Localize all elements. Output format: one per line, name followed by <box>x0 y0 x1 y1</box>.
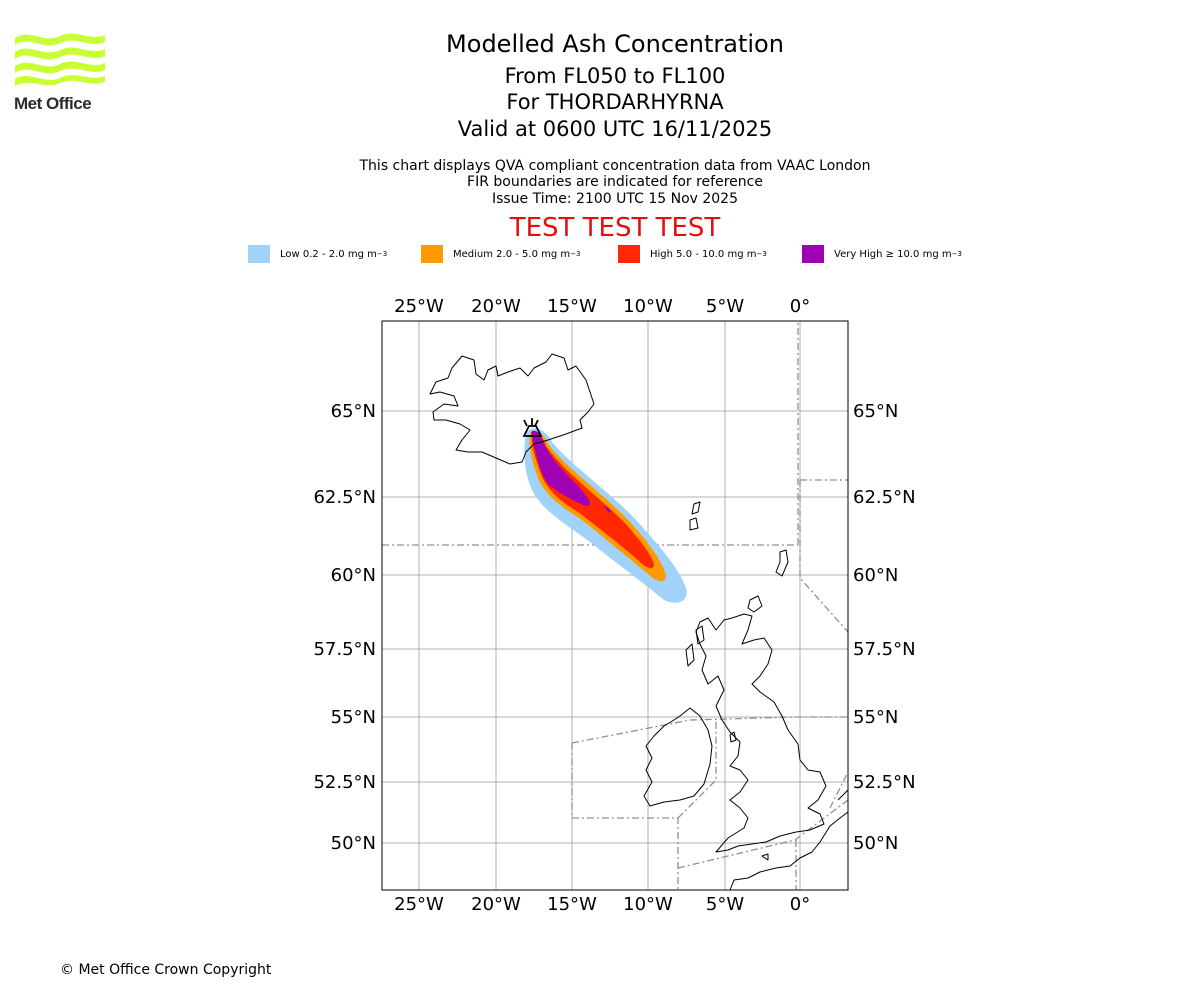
met-office-logo-text: Met Office <box>14 94 92 113</box>
map-frame <box>381 320 849 891</box>
chart-title: Modelled Ash Concentration <box>446 30 784 58</box>
latitude-ticks-left: 65°N 62.5°N 60°N 57.5°N 55°N 52.5°N 50°N <box>313 401 376 854</box>
legend-unit-medium: −3 <box>570 250 581 258</box>
lat-tick-right: 62.5°N <box>853 487 916 508</box>
issue-time: Issue Time: 2100 UTC 15 Nov 2025 <box>491 191 739 207</box>
lat-tick-left: 50°N <box>331 833 376 854</box>
lat-tick-right: 60°N <box>853 565 898 586</box>
legend-item-medium: Medium 2.0 - 5.0 mg m −3 <box>421 244 580 264</box>
lon-tick-bottom: 5°W <box>706 894 744 915</box>
lon-tick-bottom: 10°W <box>623 894 673 915</box>
legend-swatch-very-high <box>802 245 824 263</box>
lat-tick-right: 57.5°N <box>853 639 916 660</box>
lon-tick-top: 20°W <box>471 296 521 317</box>
ash-plume <box>524 428 687 603</box>
map-gridlines <box>382 321 848 890</box>
legend-label-high: High 5.0 - 10.0 mg m <box>650 248 757 260</box>
lat-tick-right: 50°N <box>853 833 898 854</box>
legend-unit-very-high: −3 <box>951 250 962 258</box>
volcano-marker-icon <box>522 418 543 437</box>
lat-tick-right: 55°N <box>853 707 898 728</box>
lat-tick-left: 52.5°N <box>313 772 376 793</box>
ash-plume-very-high <box>531 430 591 506</box>
lat-tick-left: 55°N <box>331 707 376 728</box>
legend-swatch-high <box>618 245 640 263</box>
legend-item-very-high: Very High ≥ 10.0 mg m −3 <box>802 244 962 264</box>
legend-label-medium: Medium 2.0 - 5.0 mg m <box>453 248 571 260</box>
info-line-fir: FIR boundaries are indicated for referen… <box>467 174 763 190</box>
legend-item-high: High 5.0 - 10.0 mg m −3 <box>618 244 767 264</box>
fir-boundaries <box>382 321 848 890</box>
lon-tick-top: 0° <box>790 296 810 317</box>
lon-tick-top: 5°W <box>706 296 744 317</box>
lat-tick-left: 65°N <box>331 401 376 422</box>
legend-unit-high: −3 <box>756 250 767 258</box>
iceland-coastline <box>429 353 595 465</box>
lat-tick-left: 60°N <box>331 565 376 586</box>
lon-tick-top: 15°W <box>547 296 597 317</box>
lat-tick-right: 65°N <box>853 401 898 422</box>
legend-label-low: Low 0.2 - 2.0 mg m <box>280 248 377 260</box>
legend-swatch-low <box>248 245 270 263</box>
lon-tick-bottom: 15°W <box>547 894 597 915</box>
longitude-ticks-top: 25°W 20°W 15°W 10°W 5°W 0° <box>394 296 810 317</box>
lon-tick-top: 25°W <box>394 296 444 317</box>
ash-plume-high <box>531 434 654 569</box>
great-britain-coastline <box>695 613 827 853</box>
lon-tick-bottom: 20°W <box>471 894 521 915</box>
legend-swatch-medium <box>421 245 443 263</box>
valid-time: Valid at 0600 UTC 16/11/2025 <box>457 117 773 141</box>
flight-level-range: From FL050 to FL100 <box>504 64 726 88</box>
copyright-notice: © Met Office Crown Copyright <box>60 962 272 978</box>
lon-tick-top: 10°W <box>623 296 673 317</box>
longitude-ticks-bottom: 25°W 20°W 15°W 10°W 5°W 0° <box>394 894 810 915</box>
info-line-qva: This chart displays QVA compliant concen… <box>359 158 871 174</box>
coastlines <box>429 353 848 890</box>
legend-item-low: Low 0.2 - 2.0 mg m −3 <box>248 244 387 264</box>
lat-tick-right: 52.5°N <box>853 772 916 793</box>
met-office-logo: Met Office <box>14 30 109 113</box>
lon-tick-bottom: 0° <box>790 894 810 915</box>
legend-unit-low: −3 <box>376 250 388 258</box>
lat-tick-left: 57.5°N <box>313 639 376 660</box>
test-banner: TEST TEST TEST <box>509 213 721 243</box>
lon-tick-bottom: 25°W <box>394 894 444 915</box>
latitude-ticks-right: 65°N 62.5°N 60°N 57.5°N 55°N 52.5°N 50°N <box>853 401 916 854</box>
continent-coastline <box>729 811 848 890</box>
volcano-name: For THORDARHYRNA <box>506 90 724 114</box>
legend-label-very-high: Very High ≥ 10.0 mg m <box>834 248 952 260</box>
met-office-waves-icon <box>15 33 105 86</box>
ireland-coastline <box>643 707 713 807</box>
lat-tick-left: 62.5°N <box>313 487 376 508</box>
